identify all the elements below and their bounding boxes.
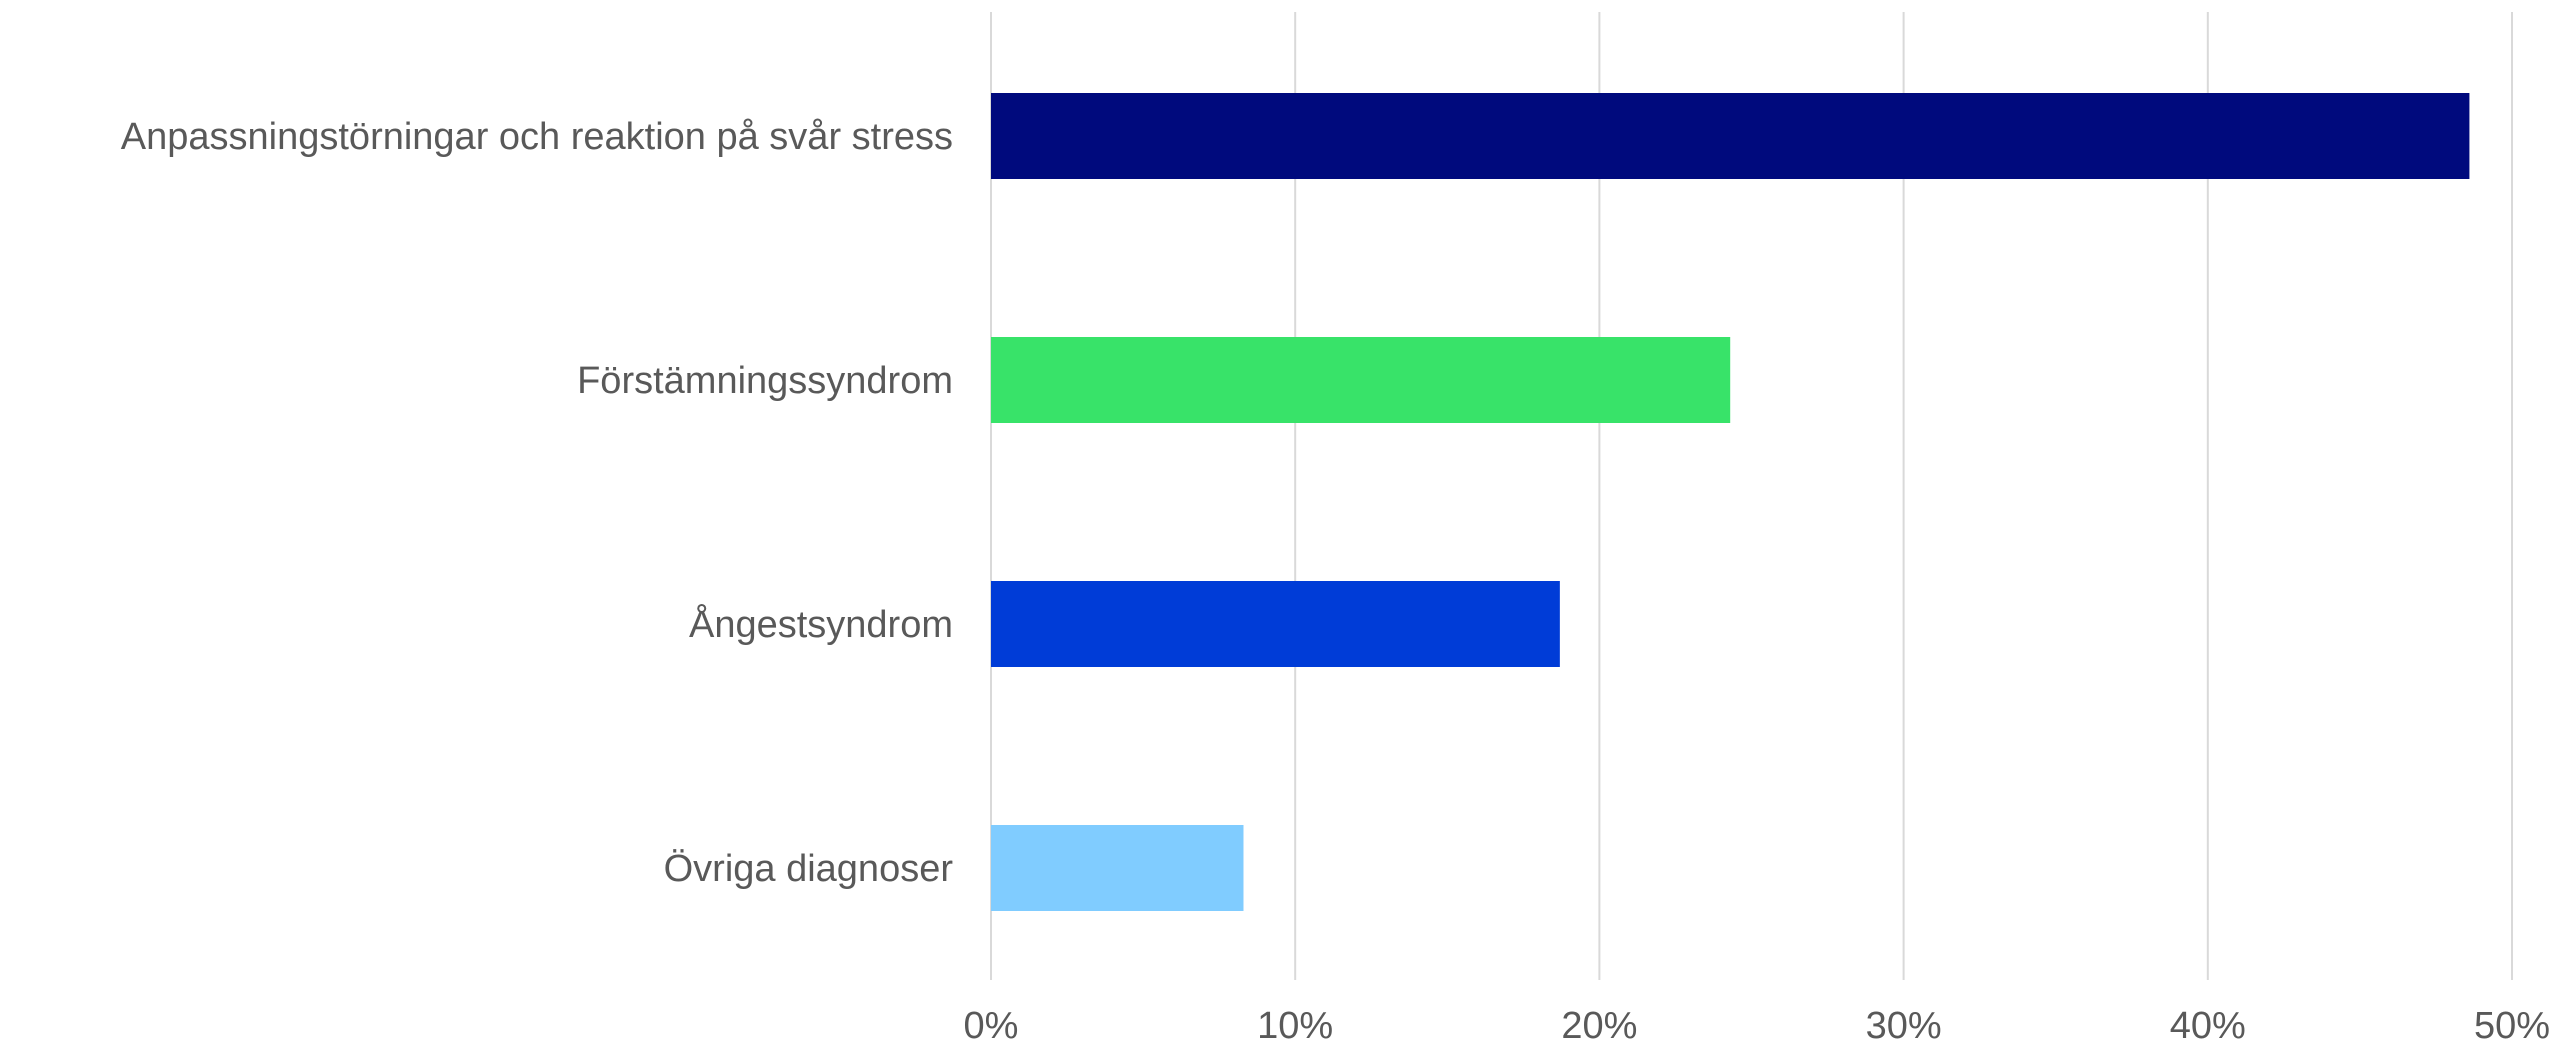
- bar: [991, 581, 1560, 667]
- x-axis-tick-labels: 0% 10% 20% 30% 40% 50%: [964, 1005, 2550, 1047]
- x-tick-label: 50%: [2474, 1005, 2550, 1047]
- category-label: Anpassningstörningar och reaktion på svå…: [121, 116, 953, 158]
- bar: [991, 93, 2470, 179]
- x-tick-label: 20%: [1561, 1005, 1637, 1047]
- bar: [991, 825, 1244, 911]
- bar-layer: [991, 93, 2470, 911]
- x-tick-label: 0%: [964, 1005, 1019, 1047]
- bar: [991, 337, 1731, 423]
- category-label: Övriga diagnoser: [664, 848, 954, 890]
- category-labels: Anpassningstörningar och reaktion på svå…: [121, 116, 954, 890]
- x-tick-label: 10%: [1257, 1005, 1333, 1047]
- category-label: Ångestsyndrom: [689, 602, 953, 646]
- category-label: Förstämningssyndrom: [577, 360, 953, 402]
- x-tick-label: 40%: [2170, 1005, 2246, 1047]
- x-tick-label: 30%: [1866, 1005, 1942, 1047]
